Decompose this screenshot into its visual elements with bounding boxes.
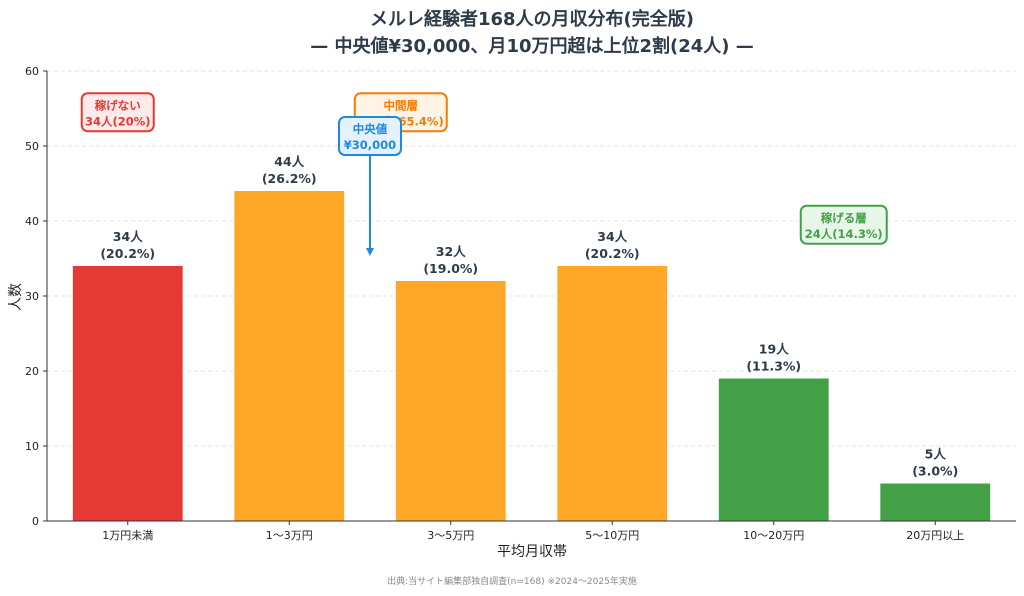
x-tick-label: 3〜5万円 <box>427 529 474 542</box>
annotation-line2: 24人(14.3%) <box>805 227 883 241</box>
median-arrow-head <box>366 248 374 256</box>
bar <box>234 191 345 521</box>
bar-percent-label: (3.0%) <box>912 464 958 479</box>
annotation-line1: 稼げる層 <box>821 211 867 225</box>
x-tick-label: 5〜10万円 <box>585 529 639 542</box>
grid-lines <box>47 70 1016 447</box>
y-tick-label: 0 <box>32 515 39 528</box>
y-axis-label: 人数 <box>8 283 24 311</box>
x-tick-label: 10〜20万円 <box>743 529 804 542</box>
annotation: 稼げない 34人(20%) <box>80 92 155 133</box>
annotation-box <box>799 204 888 245</box>
y-tick-label: 60 <box>25 65 39 78</box>
bar <box>557 266 668 521</box>
y-tick-label: 10 <box>25 440 39 453</box>
x-axis-label: 平均月収帯 <box>497 544 567 560</box>
median-annotation: 中央値 ¥30,000 <box>338 116 402 156</box>
bar <box>72 266 183 521</box>
bar-value-label: 5人 <box>925 447 947 462</box>
bar-percent-label: (20.2%) <box>585 246 640 261</box>
chart-title: メルレ経験者168人の月収分布(完全版) <box>370 8 694 30</box>
bar-percent-label: (26.2%) <box>262 171 317 186</box>
bar-labels-group: 34人 (20.2%) 44人 (26.2%) 32人 (19.0%) 34人 (20.2%)… <box>100 154 958 479</box>
axes-group: 0 10 20 30 40 50 60 1万円未満 1〜3万円 3〜5万円 5〜10万円 10〜20万… <box>25 65 1016 542</box>
x-tick-label: 20万円以上 <box>906 529 964 542</box>
annotation-line1: 中間層 <box>384 98 419 112</box>
chart-subtitle: — 中央値¥30,000、月10万円超は上位2割(24人) — <box>310 35 754 57</box>
annotation-line1: 稼げない <box>95 98 141 112</box>
bar-value-label: 19人 <box>759 342 789 357</box>
bars-group <box>72 191 991 521</box>
median-annotation-line2: ¥30,000 <box>344 138 396 152</box>
bar-percent-label: (19.0%) <box>423 261 478 276</box>
bar-value-label: 44人 <box>274 154 304 169</box>
annotation-line2: 34人(20%) <box>85 114 151 128</box>
y-tick-label: 20 <box>25 365 39 378</box>
median-annotation-box <box>338 116 402 156</box>
bar-percent-label: (11.3%) <box>746 359 801 374</box>
bar-value-label: 34人 <box>597 229 627 244</box>
annotations-group: 稼げない34人(20%)中間層110人(65.4%)稼げる層24人(14.3%)… <box>80 92 888 256</box>
bar-value-label: 32人 <box>436 244 466 259</box>
y-tick-label: 50 <box>25 140 39 153</box>
bar <box>395 281 506 521</box>
y-tick-label: 40 <box>25 215 39 228</box>
y-tick-label: 30 <box>25 290 39 303</box>
x-tick-label: 1〜3万円 <box>266 529 313 542</box>
bar <box>880 483 991 521</box>
annotation: 稼げる層 24人(14.3%) <box>799 204 888 245</box>
annotation-box <box>80 92 155 133</box>
source-note: 出典:当サイト編集部独自調査(n=168) ※2024〜2025年実施 <box>387 575 637 587</box>
bar-value-label: 34人 <box>113 229 143 244</box>
bar-percent-label: (20.2%) <box>100 246 155 261</box>
bar <box>718 378 829 521</box>
median-annotation-line1: 中央値 <box>353 122 388 136</box>
x-tick-label: 1万円未満 <box>102 529 153 542</box>
